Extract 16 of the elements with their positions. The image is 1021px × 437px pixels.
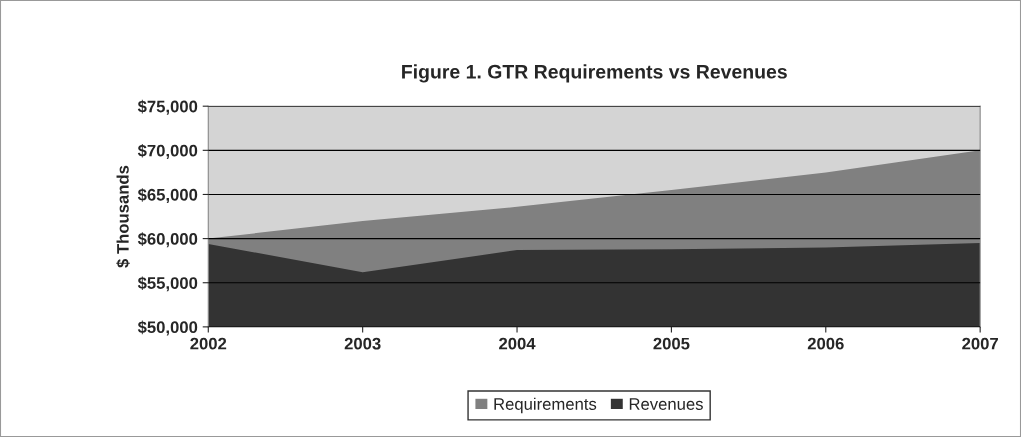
legend-label: Requirements (494, 397, 597, 414)
y-axis-title: $ Thousands (116, 165, 130, 268)
y-tick-label: $75,000 (137, 99, 198, 115)
x-tick-label: 2003 (344, 337, 381, 350)
x-tick-label: 2007 (962, 337, 998, 350)
chart-title: Figure 1. GTR Requirements vs Revenues (402, 64, 787, 83)
y-tick-label: $65,000 (137, 188, 198, 204)
x-tick-label: 2005 (653, 337, 690, 350)
legend-label: Revenues (629, 398, 703, 410)
y-tick-label: $50,000 (137, 320, 198, 336)
y-tick-label: $60,000 (137, 232, 198, 248)
x-tick-label: 2006 (807, 337, 844, 350)
y-tick-label: $70,000 (137, 144, 198, 159)
x-tick-label: 2004 (499, 337, 536, 350)
y-tick-label: $55,000 (137, 276, 198, 292)
x-tick-label: 2002 (190, 337, 227, 350)
